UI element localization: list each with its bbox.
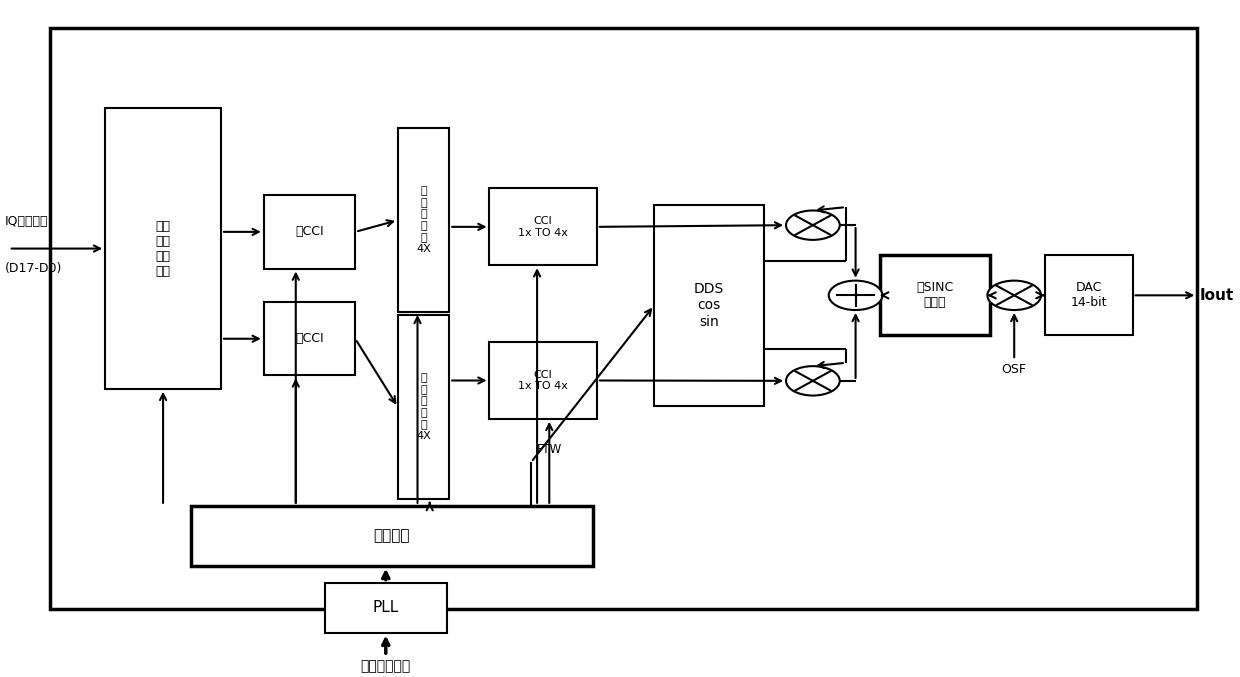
- Bar: [264, 195, 356, 269]
- Bar: [655, 205, 764, 406]
- Bar: [880, 255, 990, 335]
- Circle shape: [828, 281, 883, 310]
- Text: DDS
cos
sin: DDS cos sin: [694, 282, 724, 328]
- Bar: [264, 302, 356, 376]
- Text: OSF: OSF: [1002, 364, 1027, 376]
- Text: Iout: Iout: [1199, 288, 1234, 303]
- Text: PLL: PLL: [373, 600, 399, 615]
- Circle shape: [786, 366, 839, 395]
- Text: 时钟控制: 时钟控制: [373, 528, 410, 544]
- Text: 数据
复合
处理
单元: 数据 复合 处理 单元: [155, 219, 171, 278]
- Circle shape: [987, 281, 1042, 310]
- Text: 参考时钟输入: 参考时钟输入: [361, 659, 410, 674]
- Bar: [490, 342, 596, 419]
- Text: 反SINC
滤波器: 反SINC 滤波器: [916, 282, 954, 309]
- Text: CCI
1x TO 4x: CCI 1x TO 4x: [518, 370, 568, 391]
- Text: 反CCI: 反CCI: [295, 332, 324, 345]
- Bar: [1045, 255, 1132, 335]
- Bar: [191, 506, 593, 566]
- Bar: [398, 315, 449, 499]
- Bar: [490, 188, 596, 265]
- Text: (D17-D0): (D17-D0): [5, 262, 62, 275]
- Circle shape: [786, 211, 839, 240]
- Text: 半
带
滤
波
器
4X: 半 带 滤 波 器 4X: [417, 186, 432, 254]
- Text: 半
带
滤
波
器
4X: 半 带 滤 波 器 4X: [417, 373, 432, 441]
- Bar: [105, 108, 221, 389]
- Text: 反CCI: 反CCI: [295, 225, 324, 238]
- Text: IQ数据输入: IQ数据输入: [5, 215, 48, 228]
- Bar: [325, 583, 446, 633]
- Bar: [398, 129, 449, 312]
- Bar: [50, 28, 1198, 609]
- Text: CCI
1x TO 4x: CCI 1x TO 4x: [518, 216, 568, 238]
- Text: FTW: FTW: [537, 443, 562, 456]
- Text: DAC
14-bit: DAC 14-bit: [1070, 282, 1107, 309]
